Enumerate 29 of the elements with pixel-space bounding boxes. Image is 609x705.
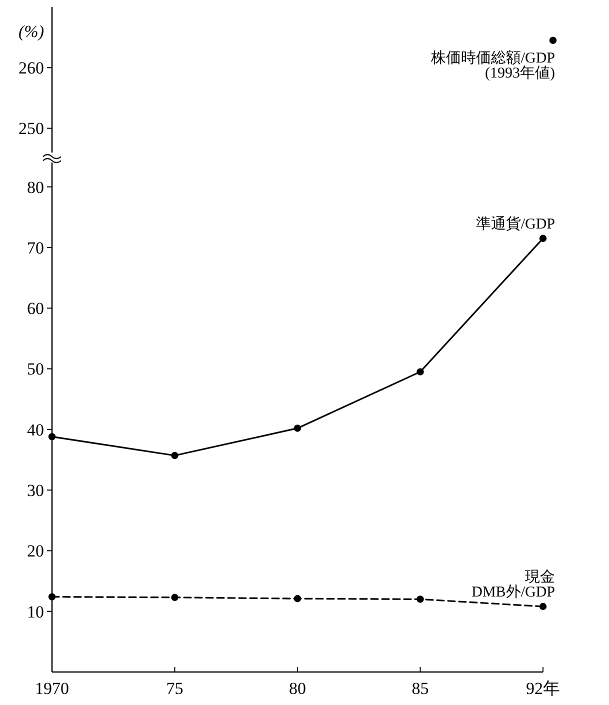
point xyxy=(416,596,424,603)
y-tick-label: 260 xyxy=(18,58,44,78)
point xyxy=(48,593,56,600)
y-tick-label: 250 xyxy=(18,119,44,138)
y-tick-label: 70 xyxy=(27,238,44,258)
y-tick-label: 50 xyxy=(27,360,44,379)
point xyxy=(539,602,547,610)
point xyxy=(171,452,178,460)
y-tick-label: 30 xyxy=(27,481,44,500)
x-tick-label: 1970 xyxy=(35,679,69,698)
y-tick-label: 60 xyxy=(27,299,44,318)
point xyxy=(294,595,302,602)
y-tick-label: 20 xyxy=(27,542,44,561)
y-axis-title: (%) xyxy=(18,22,44,41)
x-tick-label: 92年 xyxy=(526,679,560,698)
x-tick-label: 75 xyxy=(166,679,184,698)
point xyxy=(539,234,547,242)
y-tick-label: 80 xyxy=(27,178,44,197)
x-tick-label: 80 xyxy=(289,679,306,698)
point xyxy=(294,424,302,432)
x-tick-label: 85 xyxy=(412,679,429,698)
y-tick-label: 40 xyxy=(27,420,44,440)
point xyxy=(48,433,56,440)
y-tick-label: 10 xyxy=(27,602,44,622)
series-label: 現金 DMB外/GDP xyxy=(472,568,555,601)
point xyxy=(171,594,178,602)
series-label: 準通貨/GDP xyxy=(476,215,555,232)
point xyxy=(416,368,424,376)
series-label: 株価時価総額/GDP (1993年値) xyxy=(430,49,555,82)
